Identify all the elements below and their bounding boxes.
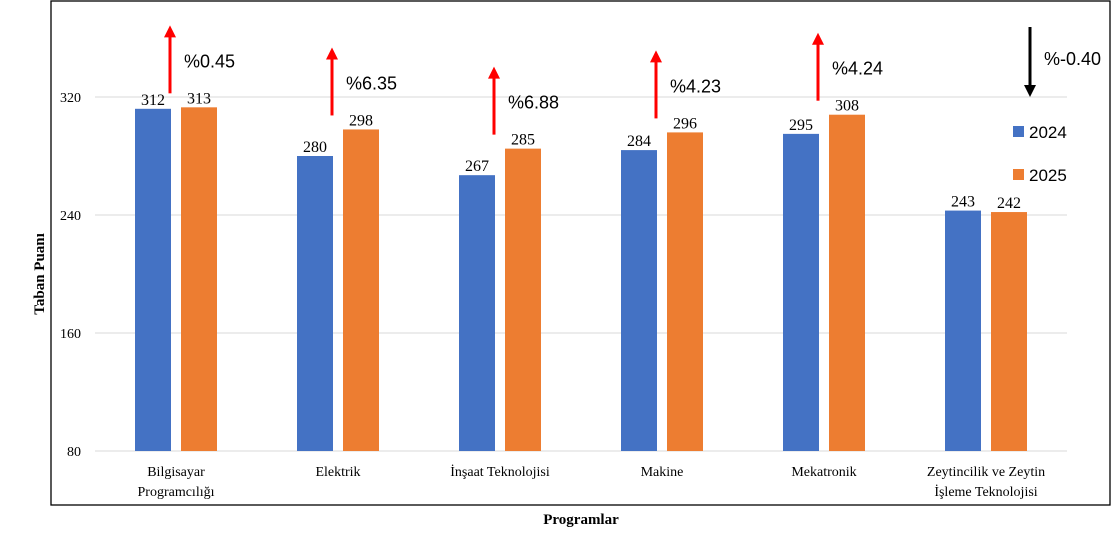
bar-2024 (621, 150, 657, 451)
bar-2025 (343, 129, 379, 451)
data-label: 308 (835, 98, 859, 115)
gridlines (95, 96, 1067, 452)
change-percent-label: %-0.40 (1044, 49, 1101, 69)
change-percent-label: %6.35 (346, 73, 397, 93)
legend: 2024 2025 (1013, 123, 1067, 185)
y-tick-label: 240 (60, 209, 81, 224)
arrow-up-icon-head (326, 47, 338, 60)
data-label: 312 (141, 92, 165, 109)
legend-label: 2025 (1029, 166, 1067, 185)
data-label: 295 (789, 117, 813, 134)
data-label: 243 (951, 194, 975, 211)
bar-2024 (459, 175, 495, 452)
data-label: 296 (673, 115, 697, 132)
bar-2025 (667, 132, 703, 451)
y-tick-label: 80 (67, 445, 81, 460)
chart-frame (50, 0, 1111, 506)
y-axis-title: Taban Puanı (32, 233, 48, 315)
bar-2025 (181, 107, 217, 451)
arrow-down-icon-head (1024, 85, 1036, 97)
y-tick-label: 320 (60, 91, 81, 106)
bar-2025 (991, 212, 1027, 451)
x-tick-label: Mekatronik (791, 465, 856, 480)
change-percent-label: %4.24 (832, 59, 883, 79)
x-tick-label: Elektrik (315, 465, 360, 480)
x-axis-title: Programlar (543, 512, 619, 528)
data-label: 313 (187, 90, 211, 107)
arrow-up-icon-head (650, 50, 662, 63)
data-label: 280 (303, 139, 327, 156)
legend-swatch-2025 (1013, 169, 1024, 180)
x-tick-label: Programcılığı (138, 485, 215, 500)
bar-2024 (945, 210, 981, 451)
change-percent-label: %4.23 (670, 76, 721, 96)
x-tick-label: İşleme Teknolojisi (934, 484, 1037, 500)
bar-2024 (783, 133, 819, 451)
data-label: 267 (465, 158, 489, 175)
legend-swatch-2024 (1013, 126, 1024, 137)
bar-2025 (829, 114, 865, 451)
legend-label: 2024 (1029, 123, 1067, 142)
arrow-up-icon-head (812, 32, 824, 45)
bars (135, 107, 1027, 452)
bar-2024 (297, 156, 333, 451)
arrow-up-icon-head (488, 66, 500, 79)
data-label: 242 (997, 195, 1021, 212)
arrow-up-icon-head (164, 25, 176, 38)
y-tick-label: 160 (60, 327, 81, 342)
y-tick-labels: 80 160 240 320 (60, 91, 81, 460)
data-label: 298 (349, 112, 373, 129)
data-labels: 312 313 280 298 267 285 284 296 295 308 243 242 (141, 90, 1021, 212)
x-tick-label: İnşaat Teknolojisi (450, 464, 550, 480)
change-annotations: %0.45 %6.35 %6.88 %4.23 %4.24 %-0.40 (164, 25, 1101, 135)
change-percent-label: %6.88 (508, 93, 559, 113)
x-tick-label: Zeytincilik ve Zeytin (927, 465, 1045, 480)
bar-2025 (505, 148, 541, 451)
change-percent-label: %0.45 (184, 51, 235, 71)
data-label: 284 (627, 133, 651, 150)
x-tick-label: Makine (641, 465, 684, 480)
x-tick-label: Bilgisayar (147, 465, 205, 480)
data-label: 285 (511, 132, 535, 149)
bar-2024 (135, 108, 171, 452)
x-tick-labels: Bilgisayar Programcılığı Elektrik İnşaat Te… (138, 464, 1046, 500)
